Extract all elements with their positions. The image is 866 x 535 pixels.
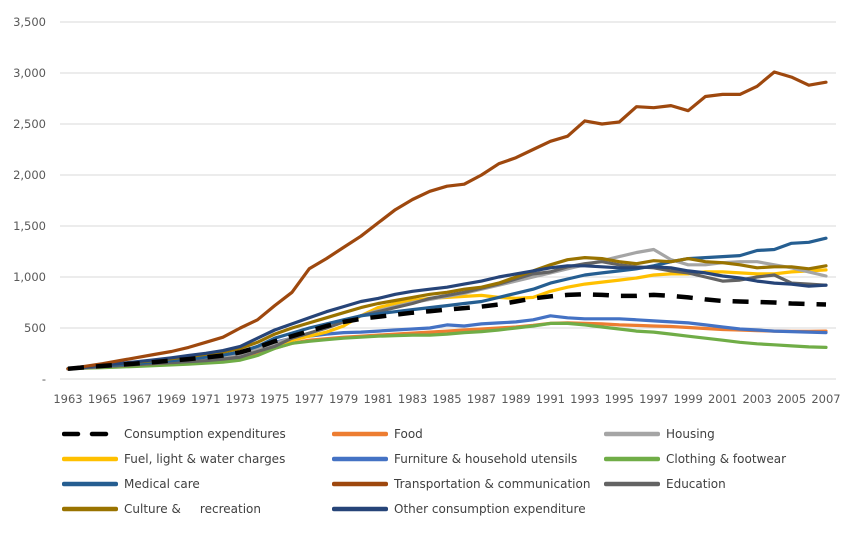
legend-swatch [62, 480, 118, 488]
legend-label: Education [666, 477, 726, 491]
legend-label: Culture & recreation [124, 502, 261, 516]
x-tick-label: 1977 [295, 392, 324, 406]
legend-swatch [604, 455, 660, 463]
legend-label: Housing [666, 427, 715, 441]
legend-label: Consumption expenditures [124, 427, 286, 441]
x-tick-label: 1973 [226, 392, 255, 406]
series-line-fuel-light-water-charges [66, 268, 828, 371]
y-tick-label: 1,500 [13, 219, 46, 233]
legend-swatch [62, 430, 118, 438]
legend-item: Clothing & footwear [604, 452, 786, 466]
legend-swatch [62, 455, 118, 463]
legend-item: Culture & recreation [62, 502, 261, 516]
legend-item: Furniture & household utensils [332, 452, 577, 466]
x-tick-label: 1975 [260, 392, 289, 406]
y-tick-label: 3,500 [13, 15, 46, 29]
x-tick-label: 2007 [811, 392, 840, 406]
x-tick-label: 1965 [88, 392, 117, 406]
legend-label: Other consumption expenditure [394, 502, 586, 516]
legend-label: Clothing & footwear [666, 452, 787, 466]
x-tick-label: 1995 [605, 392, 634, 406]
legend-label: Medical care [124, 477, 200, 491]
legend-swatch [332, 480, 388, 488]
legend-swatch [604, 480, 660, 488]
legend-item: Food [332, 427, 423, 441]
legend-item: Transportation & communication [332, 477, 590, 491]
x-tick-label: 1967 [122, 392, 151, 406]
series-line-clothing-footwear [66, 321, 828, 371]
y-tick-label: 1,000 [13, 270, 46, 284]
x-tick-label: 1997 [639, 392, 668, 406]
x-tick-label: 1989 [501, 392, 530, 406]
legend-swatch [604, 430, 660, 438]
x-tick-label: 2003 [742, 392, 771, 406]
legend-item: Consumption expenditures [62, 427, 286, 441]
x-tick-label: 1981 [363, 392, 392, 406]
series-line-other-consumption-expenditure [66, 264, 828, 371]
legend-item: Education [604, 477, 726, 491]
legend-label: Transportation & communication [394, 477, 591, 491]
legend-item: Medical care [62, 477, 200, 491]
legend-item: Housing [604, 427, 715, 441]
legend-label: Food [394, 427, 423, 441]
legend-swatch [332, 430, 388, 438]
legend-swatch [332, 455, 388, 463]
legend-swatch [62, 505, 118, 513]
x-tick-label: 1971 [191, 392, 220, 406]
x-tick-label: 1969 [157, 392, 186, 406]
x-tick-label: 1991 [536, 392, 565, 406]
legend-label: Furniture & household utensils [394, 452, 578, 466]
y-tick-label: 500 [24, 321, 46, 335]
x-tick-label: 1993 [570, 392, 599, 406]
x-tick-label: 1987 [467, 392, 496, 406]
legend-label: Fuel, light & water charges [124, 452, 286, 466]
x-tick-label: 1983 [398, 392, 427, 406]
gridlines [60, 21, 836, 380]
series-line-consumption-expenditures [67, 292, 827, 372]
x-tick-label: 2001 [708, 392, 737, 406]
legend-item: Fuel, light & water charges [62, 452, 285, 466]
series-line-housing [66, 247, 828, 371]
y-tick-label: 2,000 [13, 168, 46, 182]
x-axis-ticks: 1963 1965 1967 1969 1971 1973 1975 1977 1979 1981… [53, 392, 840, 406]
y-tick-label: 3,000 [13, 66, 46, 80]
x-tick-label: 1963 [53, 392, 82, 406]
y-axis-ticks: - 500 1,000 1,500 2,000 2,500 3,000 3,500 [13, 15, 46, 386]
y-tick-label: 2,500 [13, 117, 46, 131]
legend-swatch [332, 505, 388, 513]
x-tick-label: 1999 [674, 392, 703, 406]
legend-item: Other consumption expenditure [332, 502, 586, 516]
series-lines [66, 70, 828, 372]
series-line-education [66, 260, 828, 371]
x-tick-label: 1979 [329, 392, 358, 406]
x-tick-label: 1985 [432, 392, 461, 406]
x-tick-label: 2005 [777, 392, 806, 406]
y-tick-label: - [42, 372, 46, 386]
series-line-transportation-communication [66, 70, 828, 371]
